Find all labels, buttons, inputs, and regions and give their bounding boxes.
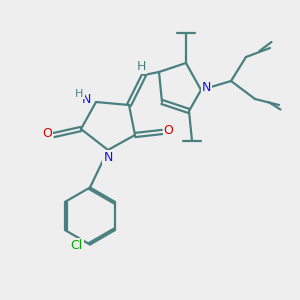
Text: N: N [202, 81, 211, 94]
Text: O: O [164, 124, 173, 137]
Text: H: H [136, 60, 146, 73]
Text: Cl: Cl [70, 238, 83, 252]
Text: O: O [43, 127, 52, 140]
Text: H: H [75, 88, 84, 99]
Text: N: N [103, 151, 113, 164]
Text: N: N [82, 92, 91, 106]
